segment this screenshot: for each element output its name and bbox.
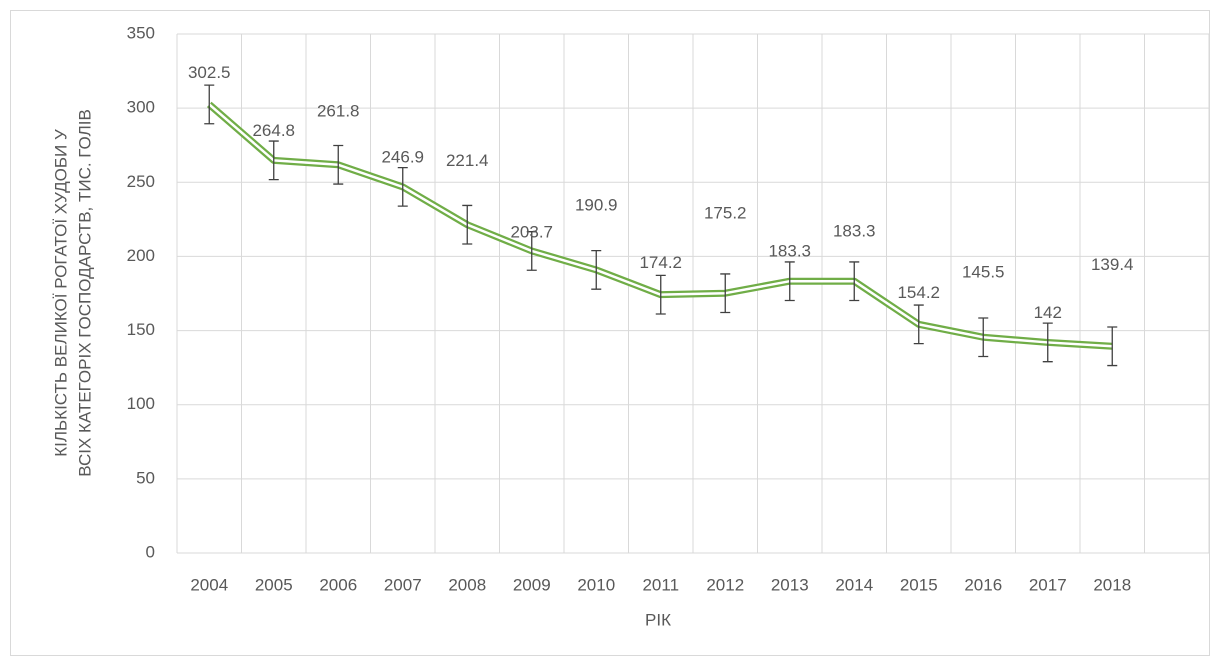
y-tick-label: 350: [127, 23, 155, 42]
x-tick-label: 2012: [706, 575, 744, 594]
y-axis-label: ВСІХ КАТЕГОРІХ ГОСПОДАРСТВ, ТИС. ГОЛІВ: [75, 109, 94, 477]
y-tick-label: 0: [146, 542, 155, 561]
x-tick-label: 2017: [1029, 575, 1067, 594]
x-tick-label: 2013: [771, 575, 809, 594]
error-bar: [720, 273, 731, 314]
x-tick-label: 2015: [900, 575, 938, 594]
error-bar: [913, 304, 924, 345]
y-tick-label: 300: [127, 98, 155, 117]
y-tick-label: 50: [136, 468, 155, 487]
error-bar: [978, 317, 989, 358]
y-tick-label: 250: [127, 172, 155, 191]
x-tick-label: 2018: [1093, 575, 1131, 594]
data-label: 145.5: [962, 263, 1005, 282]
y-tick-label: 200: [127, 246, 155, 265]
x-axis-label: РІК: [645, 610, 671, 629]
x-tick-label: 2006: [319, 575, 357, 594]
error-bar: [591, 249, 602, 290]
data-label: 261.8: [317, 101, 360, 120]
error-bar: [397, 166, 408, 207]
data-label: 246.9: [381, 147, 424, 166]
data-label: 221.4: [446, 151, 489, 170]
data-label: 183.3: [833, 222, 876, 241]
error-bar: [655, 274, 666, 315]
x-tick-label: 2009: [513, 575, 551, 594]
x-tick-label: 2005: [255, 575, 293, 594]
error-bar: [204, 84, 215, 125]
y-tick-label: 150: [127, 320, 155, 339]
data-label: 139.4: [1091, 255, 1134, 274]
error-bar: [1042, 322, 1053, 363]
x-tick-label: 2016: [964, 575, 1002, 594]
data-label: 175.2: [704, 204, 747, 223]
x-tick-label: 2011: [642, 575, 679, 594]
data-label: 203.7: [510, 222, 553, 241]
x-tick-label: 2008: [448, 575, 486, 594]
error-bar: [268, 140, 279, 181]
x-tick-label: 2014: [835, 575, 873, 594]
error-bar: [784, 261, 795, 302]
y-axis-label: КІЛЬКІСТЬ ВЕЛИКОЇ РОГАТОЇ ХУДОБИ У: [51, 129, 70, 457]
data-label: 142: [1034, 303, 1062, 322]
data-label: 183.3: [768, 242, 811, 261]
error-bar: [462, 204, 473, 245]
x-tick-label: 2007: [384, 575, 422, 594]
error-bar: [849, 261, 860, 302]
error-bar: [333, 144, 344, 185]
data-label: 154.2: [897, 283, 940, 302]
chart-border: [10, 10, 1210, 656]
x-tick-label: 2010: [577, 575, 615, 594]
error-bar: [526, 231, 537, 271]
y-tick-label: 100: [127, 394, 155, 413]
error-bar: [1107, 326, 1118, 367]
data-label: 302.5: [188, 63, 231, 82]
data-label: 174.2: [639, 253, 682, 272]
data-label: 190.9: [575, 195, 618, 214]
x-tick-label: 2004: [190, 575, 228, 594]
data-label: 264.8: [252, 121, 295, 140]
